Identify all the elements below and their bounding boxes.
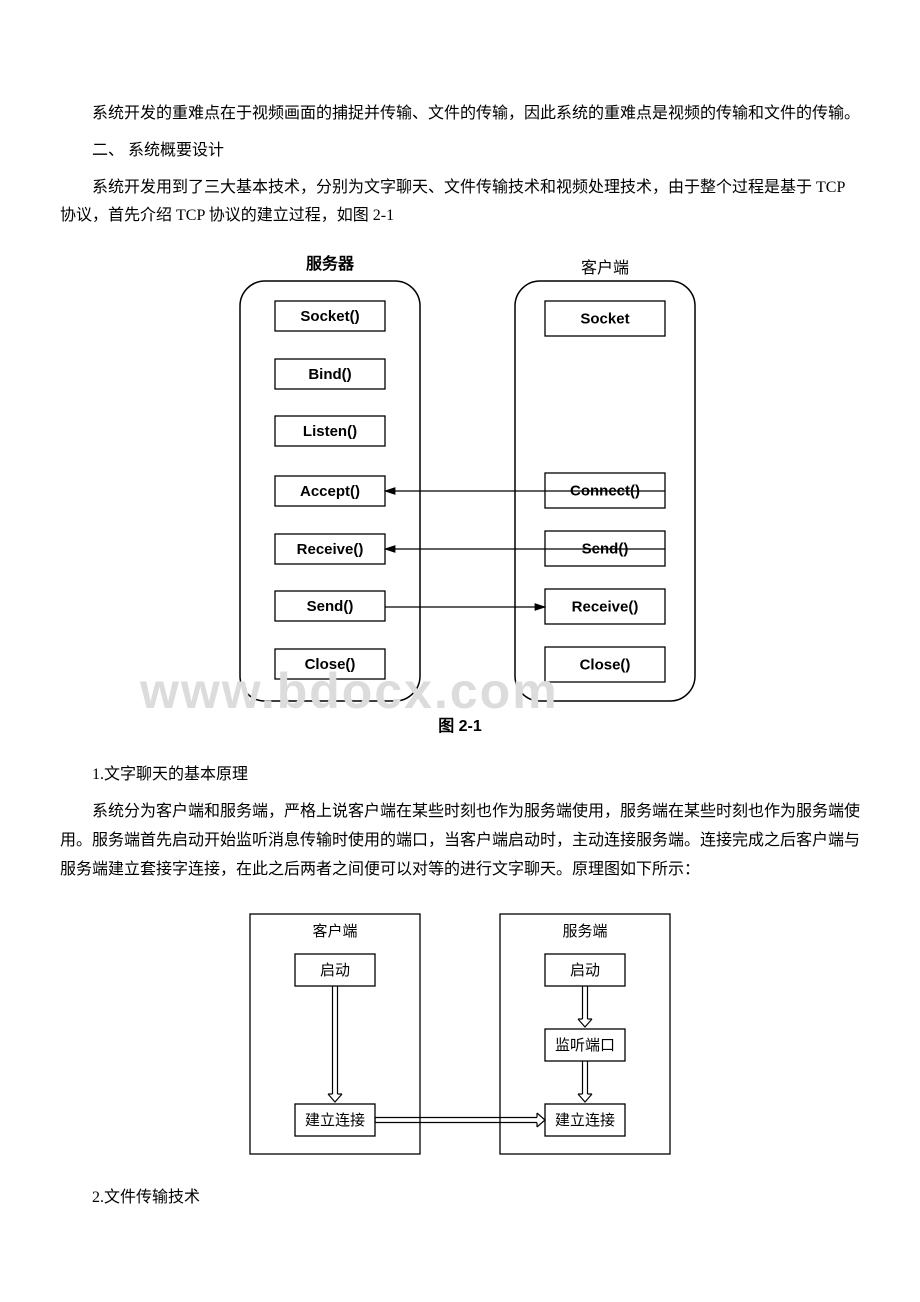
svg-text:Close(): Close()	[305, 656, 356, 673]
svg-text:建立连接: 建立连接	[305, 1112, 365, 1129]
paragraph-2: 系统开发用到了三大基本技术，分别为文字聊天、文件传输技术和视频处理技术，由于整个…	[60, 174, 860, 232]
diagram-text-chat: 客户端 服务端启动建立连接 启动监听端口建立连接	[60, 904, 860, 1164]
svg-text:Socket: Socket	[580, 311, 629, 328]
svg-text:Bind(): Bind()	[308, 366, 351, 383]
svg-text:服务器: 服务器	[306, 254, 355, 273]
svg-text:监听端口: 监听端口	[555, 1037, 615, 1054]
svg-text:Socket(): Socket()	[300, 308, 359, 325]
svg-text:Send(): Send()	[307, 598, 354, 615]
svg-text:Receive(): Receive()	[572, 599, 639, 616]
page: 系统开发的重难点在于视频画面的捕捉并传输、文件的传输，因此系统的重难点是视频的传…	[60, 100, 860, 1213]
svg-text:启动: 启动	[320, 962, 350, 979]
paragraph-3: 系统分为客户端和服务端，严格上说客户端在某些时刻也作为服务端使用，服务端在某些时…	[60, 798, 860, 884]
diagram-svg-2: 客户端 服务端启动建立连接 启动监听端口建立连接	[230, 904, 690, 1164]
svg-text:Accept(): Accept()	[300, 483, 360, 500]
paragraph-1: 系统开发的重难点在于视频画面的捕捉并传输、文件的传输，因此系统的重难点是视频的传…	[60, 100, 860, 129]
svg-text:建立连接: 建立连接	[555, 1112, 615, 1129]
subheading-2: 2.文件传输技术	[60, 1184, 860, 1213]
svg-text:客户端: 客户端	[312, 923, 357, 940]
diagram-svg-1: 服务器 客户端 Socket() Bind() Listen() Accept() Rece…	[200, 251, 720, 751]
svg-text:启动: 启动	[570, 962, 600, 979]
svg-text:Close(): Close()	[580, 657, 631, 674]
diagram-tcp-flow: 服务器 客户端 Socket() Bind() Listen() Accept() Rece…	[60, 251, 860, 751]
svg-text:Receive(): Receive()	[297, 541, 364, 558]
heading-2: 二、 系统概要设计	[60, 137, 860, 166]
svg-text:客户端: 客户端	[581, 259, 629, 277]
svg-text:服务端: 服务端	[562, 923, 607, 940]
svg-text:Listen(): Listen()	[303, 423, 357, 440]
svg-text:图 2-1: 图 2-1	[438, 717, 482, 735]
subheading-1: 1.文字聊天的基本原理	[60, 761, 860, 790]
